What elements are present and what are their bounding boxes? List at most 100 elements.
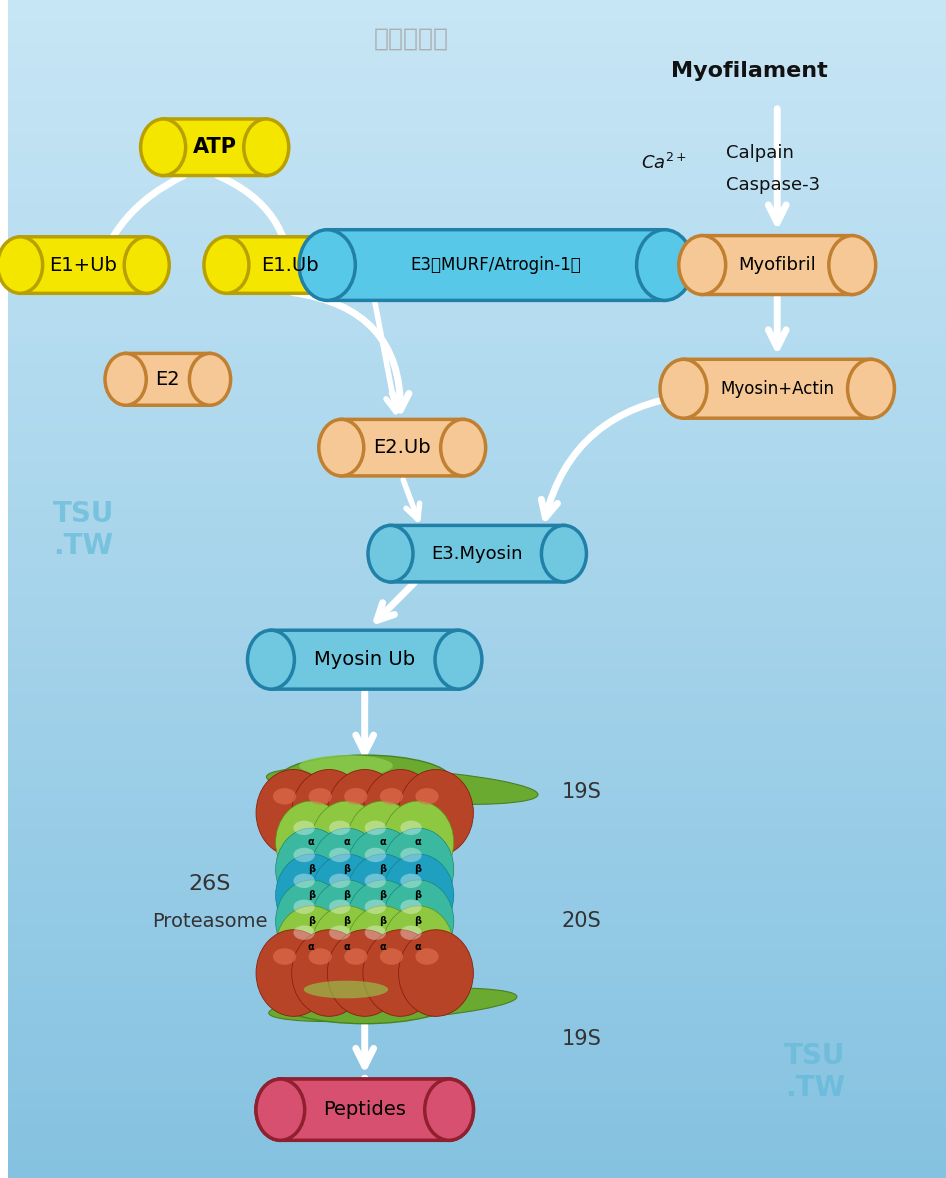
Bar (9, 880, 946, 884)
Text: 天山医学院: 天山医学院 (374, 27, 449, 51)
Bar (9, 1099, 946, 1104)
Bar (9, 730, 946, 734)
Bar (9, 1064, 946, 1068)
Bar (9, 904, 946, 907)
Bar (9, 919, 946, 922)
Bar (9, 161, 946, 165)
Ellipse shape (273, 788, 296, 805)
Text: β: β (307, 891, 315, 900)
Ellipse shape (329, 821, 350, 835)
Bar (9, 507, 946, 510)
Bar (9, 1052, 946, 1057)
Ellipse shape (344, 788, 367, 805)
Ellipse shape (382, 880, 454, 962)
Bar (9, 907, 946, 911)
Text: Proteasome: Proteasome (152, 912, 268, 931)
Ellipse shape (299, 755, 393, 776)
Bar (9, 887, 946, 892)
Bar (9, 801, 946, 805)
Text: 26S: 26S (189, 874, 231, 893)
Ellipse shape (660, 359, 707, 418)
Ellipse shape (400, 821, 422, 835)
Bar (9, 220, 946, 224)
Ellipse shape (347, 854, 418, 937)
Ellipse shape (365, 848, 386, 862)
Bar (9, 680, 946, 683)
Ellipse shape (291, 929, 366, 1017)
Bar (9, 1057, 946, 1060)
Bar (9, 51, 946, 55)
Ellipse shape (441, 419, 485, 476)
Bar (9, 636, 946, 640)
Bar (9, 569, 946, 574)
Ellipse shape (308, 788, 332, 805)
Bar (9, 813, 946, 816)
Bar (9, 550, 946, 554)
Bar (9, 298, 946, 303)
Bar (9, 1013, 946, 1017)
Bar (9, 177, 946, 180)
Bar (9, 604, 946, 609)
Bar (9, 424, 946, 428)
Ellipse shape (311, 906, 382, 988)
Bar (9, 439, 946, 444)
Bar (9, 510, 946, 515)
Bar (9, 616, 946, 621)
Bar (9, 687, 946, 691)
Text: α: α (379, 942, 386, 952)
Bar (9, 727, 946, 730)
Bar (9, 141, 946, 145)
Ellipse shape (269, 988, 517, 1021)
Bar (9, 74, 946, 79)
Bar (9, 459, 946, 463)
Ellipse shape (365, 874, 386, 888)
Bar (9, 990, 946, 993)
Bar (9, 333, 946, 338)
Bar (9, 954, 946, 958)
Bar (9, 62, 946, 67)
Bar (9, 1028, 946, 1033)
Bar (9, 840, 946, 845)
Bar (9, 479, 946, 483)
Bar (9, 385, 946, 389)
Ellipse shape (398, 929, 473, 1017)
FancyBboxPatch shape (683, 359, 871, 418)
Bar (9, 71, 946, 74)
Bar (9, 1131, 946, 1134)
Bar (9, 715, 946, 719)
Text: α: α (307, 942, 315, 952)
Bar (9, 1021, 946, 1025)
Bar (9, 958, 946, 962)
Bar (9, 315, 946, 318)
Bar (9, 816, 946, 821)
Bar (9, 138, 946, 141)
Text: β: β (343, 916, 350, 926)
Bar (9, 585, 946, 589)
Bar (9, 557, 946, 562)
Bar (9, 15, 946, 20)
Text: β: β (379, 916, 386, 926)
Bar (9, 577, 946, 581)
Ellipse shape (363, 929, 438, 1017)
Bar (9, 216, 946, 220)
Ellipse shape (124, 237, 169, 293)
Bar (9, 703, 946, 707)
Bar (9, 232, 946, 236)
Text: β: β (307, 865, 315, 874)
Bar (9, 244, 946, 247)
Bar (9, 468, 946, 471)
Bar (9, 263, 946, 267)
Bar (9, 286, 946, 291)
Bar (9, 106, 946, 110)
Bar (9, 483, 946, 487)
Bar (9, 1146, 946, 1151)
Bar (9, 534, 946, 538)
Bar (9, 456, 946, 459)
Ellipse shape (347, 880, 418, 962)
Bar (9, 633, 946, 636)
FancyBboxPatch shape (327, 230, 665, 300)
Bar (9, 798, 946, 801)
Bar (9, 931, 946, 934)
Bar (9, 781, 946, 786)
Ellipse shape (311, 880, 382, 962)
